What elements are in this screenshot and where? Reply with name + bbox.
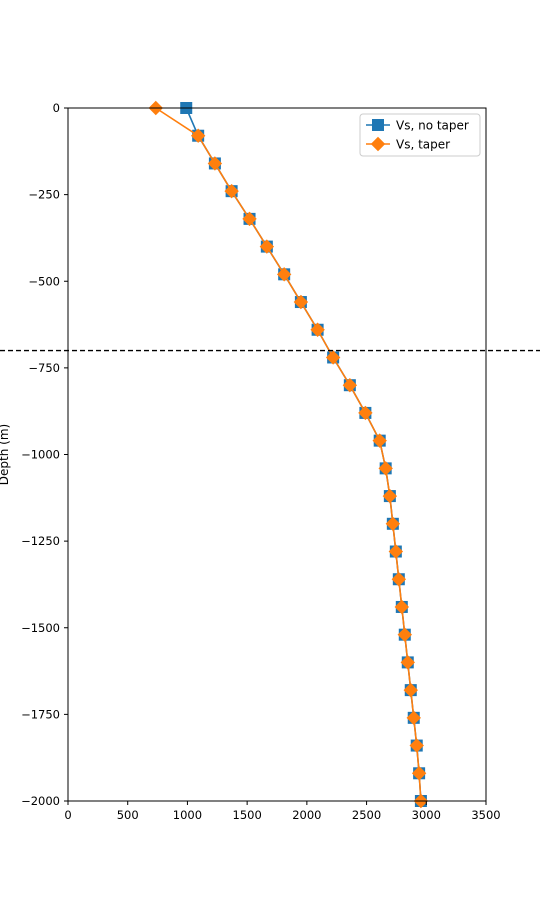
data-point-1-19 <box>397 627 412 642</box>
data-point-1-14 <box>382 488 398 504</box>
data-point-1-6 <box>276 267 292 282</box>
series-0 <box>180 102 427 807</box>
data-point-1-21 <box>403 682 418 698</box>
x-tick-label-3: 1500 <box>233 808 262 822</box>
data-point-1-4 <box>242 211 257 227</box>
legend-marker-0 <box>372 119 384 131</box>
data-point-1-11 <box>358 405 373 421</box>
y-axis-label: Depth (m) <box>0 424 11 485</box>
series-1 <box>148 100 429 809</box>
legend: Vs, no taper Vs, taper <box>359 113 481 157</box>
y-tick-label-8: −2000 <box>21 794 60 808</box>
y-tick-label-4: −1000 <box>21 448 60 462</box>
data-point-1-23 <box>409 738 424 753</box>
y-tick-label-5: −1250 <box>21 534 60 548</box>
data-point-1-22 <box>406 710 421 726</box>
data-point-1-17 <box>391 572 407 587</box>
series-line-1 <box>155 107 422 802</box>
x-tick-label-5: 2500 <box>352 808 381 822</box>
data-point-1-24 <box>411 766 427 781</box>
data-point-1-5 <box>259 239 275 254</box>
x-tick-label-4: 2000 <box>292 808 321 822</box>
x-tick-label-7: 3500 <box>471 808 500 822</box>
x-tick-label-0: 0 <box>64 808 71 822</box>
y-tick-label-2: −500 <box>28 274 60 288</box>
x-tick-label-1: 500 <box>117 808 139 822</box>
y-tick-label-0: 0 <box>53 101 60 115</box>
plot-area <box>0 100 540 809</box>
data-point-1-10 <box>342 377 358 393</box>
data-point-1-16 <box>388 544 404 559</box>
y-tick-label-6: −1500 <box>21 621 60 635</box>
data-point-1-15 <box>385 516 401 532</box>
series-group <box>148 100 429 809</box>
data-point-1-13 <box>378 461 393 476</box>
data-point-1-2 <box>207 156 223 171</box>
data-point-1-3 <box>224 183 239 199</box>
series-line-0 <box>185 107 422 802</box>
data-point-1-20 <box>400 655 415 670</box>
data-point-1-12 <box>372 433 387 448</box>
data-point-1-18 <box>394 599 410 615</box>
axes: 0 500 1000 1500 2000 2500 3000 3500 0 −250 −500 −75… <box>0 101 501 822</box>
data-point-1-7 <box>293 294 309 310</box>
legend-label-1: Vs, taper <box>396 138 450 152</box>
legend-label-0: Vs, no taper <box>396 119 469 133</box>
legend-marker-1 <box>370 136 386 152</box>
y-tick-label-3: −750 <box>28 361 60 375</box>
x-tick-label-2: 1000 <box>173 808 202 822</box>
axes-frame <box>67 107 487 802</box>
data-point-1-1 <box>190 128 206 143</box>
y-tick-label-7: −1750 <box>21 707 60 721</box>
data-point-1-9 <box>325 350 341 365</box>
data-point-1-8 <box>310 322 325 337</box>
y-tick-label-1: −250 <box>28 188 60 202</box>
x-tick-label-6: 3000 <box>412 808 441 822</box>
